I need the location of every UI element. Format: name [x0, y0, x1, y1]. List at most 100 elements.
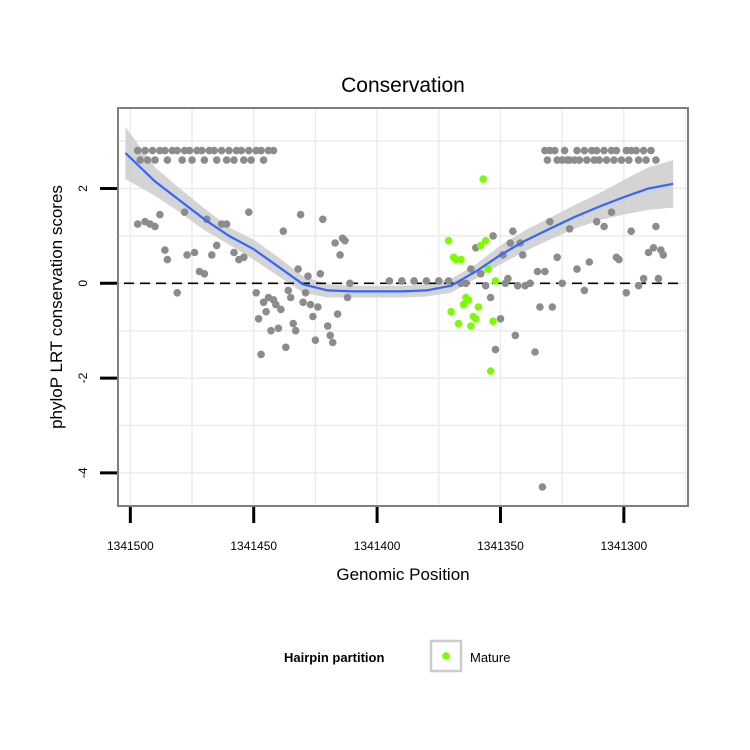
mature-point — [457, 255, 465, 264]
other-point — [173, 146, 181, 155]
y-tick-label: 2 — [76, 185, 90, 192]
x-tick-label: 1341300 — [600, 539, 647, 553]
other-point — [286, 293, 295, 302]
other-point — [506, 239, 515, 247]
other-point — [222, 156, 231, 164]
other-point — [511, 331, 520, 340]
other-point — [592, 146, 601, 155]
other-point — [634, 156, 643, 164]
other-point — [553, 253, 561, 262]
other-point — [533, 267, 542, 276]
other-point — [536, 303, 544, 311]
other-point — [133, 146, 142, 155]
other-point — [422, 277, 431, 285]
other-point — [262, 307, 270, 316]
y-axis: -4 -2 0 2 — [76, 185, 117, 478]
other-point — [200, 156, 209, 164]
other-point — [652, 222, 660, 231]
other-point — [237, 146, 246, 155]
other-point — [467, 265, 475, 273]
other-point — [580, 286, 589, 295]
other-point — [323, 322, 332, 330]
other-point — [385, 277, 394, 285]
other-point — [627, 227, 635, 235]
other-point — [639, 274, 648, 283]
other-point — [245, 146, 253, 155]
other-point — [639, 146, 648, 155]
other-point — [257, 350, 265, 359]
other-point — [580, 146, 589, 155]
other-point — [435, 277, 443, 285]
other-point — [306, 300, 315, 309]
y-tick-label: -4 — [76, 467, 90, 478]
other-point — [161, 246, 169, 254]
other-point — [659, 251, 668, 259]
other-point — [610, 156, 618, 164]
other-point — [151, 156, 159, 164]
other-point — [282, 343, 290, 352]
other-point — [188, 156, 196, 164]
x-tick-label: 1341450 — [230, 539, 277, 553]
other-point — [173, 289, 181, 297]
plot-panel — [117, 107, 689, 507]
other-point — [185, 146, 194, 155]
mature-point — [491, 277, 500, 285]
other-point — [277, 305, 285, 314]
other-point — [222, 220, 231, 228]
mature-point — [464, 296, 473, 304]
other-point — [654, 274, 663, 283]
other-point — [504, 274, 512, 283]
other-point — [573, 265, 581, 273]
other-point — [592, 217, 601, 226]
other-point — [543, 156, 552, 164]
other-point — [319, 215, 327, 224]
other-point — [272, 300, 280, 309]
x-axis: 1341500 1341450 1341400 1341350 1341300 — [107, 507, 648, 553]
other-point — [230, 156, 238, 164]
mature-point — [454, 319, 463, 328]
other-point — [210, 146, 218, 155]
panel-border — [117, 107, 689, 507]
other-point — [410, 277, 418, 285]
other-point — [328, 338, 337, 347]
other-point — [259, 298, 268, 307]
other-point — [309, 312, 317, 321]
other-point — [560, 146, 569, 155]
other-point — [299, 298, 307, 307]
mature-point — [444, 236, 453, 245]
other-point — [546, 217, 554, 226]
mature-point — [476, 241, 485, 250]
other-point — [240, 253, 248, 262]
other-point — [647, 146, 655, 155]
other-point — [212, 241, 221, 250]
chart-title: Conservation — [341, 74, 465, 97]
other-point — [551, 146, 559, 155]
other-point — [531, 348, 539, 356]
mature-point — [459, 300, 468, 309]
other-point — [625, 156, 633, 164]
other-point — [607, 208, 616, 216]
other-point — [254, 315, 263, 323]
other-point — [267, 326, 275, 335]
other-point — [595, 156, 603, 164]
other-point — [496, 315, 505, 323]
other-point — [183, 251, 191, 259]
data-points — [133, 146, 668, 491]
smooth-trend-line — [124, 152, 674, 293]
other-point — [333, 310, 342, 318]
other-point — [136, 156, 144, 164]
other-point — [341, 236, 349, 245]
mature-point — [472, 315, 480, 323]
other-point — [558, 279, 566, 288]
other-point — [565, 225, 574, 233]
other-point — [331, 239, 339, 247]
other-point — [225, 146, 233, 155]
other-point — [156, 210, 164, 219]
y-axis-title: phyloP LRT conservation scores — [47, 185, 66, 429]
mature-point — [484, 265, 492, 273]
legend-label-mature: Mature — [470, 650, 510, 665]
other-point — [346, 279, 354, 288]
other-point — [133, 220, 142, 228]
other-point — [573, 146, 581, 155]
other-point — [198, 146, 206, 155]
